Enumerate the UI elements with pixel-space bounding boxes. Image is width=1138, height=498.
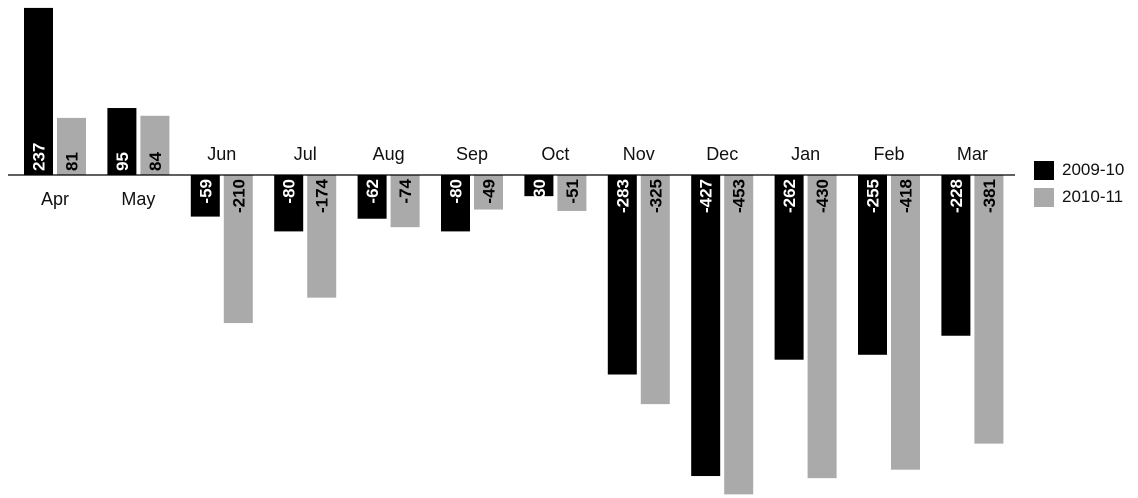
data-label-2009-10-Nov: -283: [613, 179, 632, 213]
bar-2010-11-Apr: [57, 117, 86, 175]
category-label-Mar: Mar: [957, 144, 988, 164]
bar-2010-11-Dec: [724, 175, 754, 495]
data-label-2010-11-Nov: -325: [646, 179, 665, 213]
bar-2009-10-May: [107, 108, 137, 175]
data-label-2009-10-Feb: -255: [864, 179, 883, 213]
data-label-2010-11-Jun: -210: [229, 179, 248, 213]
bar-2009-10-Sep: [441, 175, 470, 232]
bar-2009-10-Aug: [357, 175, 387, 219]
data-label-2010-11-Oct: -51: [563, 179, 582, 204]
bar-2009-10-Jan: [774, 175, 804, 360]
legend-label-2010-11: 2010-11: [1062, 187, 1124, 206]
data-label-2009-10-Jul: -80: [280, 179, 299, 204]
bar-2010-11-Sep: [474, 175, 503, 210]
data-label-2010-11-Aug: -74: [396, 178, 415, 203]
bar-2010-11-Mar: [974, 175, 1004, 444]
data-label-2009-10-Apr: 237: [30, 143, 49, 171]
bars-layer: 237 81 95 84 -59 -210 -80 -174 -62 -74 -80 -49 -30 -5…: [24, 7, 1004, 495]
legend-swatch-2010-11: [1034, 187, 1054, 207]
data-label-2010-11-Sep: -49: [480, 179, 499, 204]
data-label-2009-10-Aug: -62: [363, 179, 382, 204]
bar-2009-10-Dec: [691, 175, 721, 477]
bar-2010-11-Oct: [557, 175, 587, 211]
category-label-Jul: Jul: [294, 144, 317, 164]
bar-2009-10-Jul: [274, 175, 304, 232]
data-label-2010-11-Jul: -174: [313, 178, 332, 213]
data-label-2009-10-Jun: -59: [196, 179, 215, 204]
category-label-Jun: Jun: [207, 144, 236, 164]
category-label-Dec: Dec: [706, 144, 738, 164]
data-label-2010-11-Apr: 81: [63, 152, 82, 171]
bar-2010-11-Aug: [390, 175, 420, 228]
category-label-Aug: Aug: [373, 144, 405, 164]
category-label-Sep: Sep: [456, 144, 488, 164]
category-label-Nov: Nov: [623, 144, 655, 164]
bar-2009-10-Apr: [24, 7, 53, 176]
legend-item-2010-11: 2010-11: [1034, 187, 1124, 207]
bar-2010-11-Jan: [807, 175, 837, 479]
legend-item-2009-10: 2009-10: [1034, 160, 1124, 180]
category-labels: Apr May Jun Jul Aug Sep Oct Nov Dec Jan Feb Mar: [41, 144, 988, 209]
data-label-2009-10-Mar: -228: [947, 179, 966, 213]
category-label-Jan: Jan: [791, 144, 820, 164]
bar-2010-11-Feb: [891, 175, 920, 470]
data-label-2010-11-Feb: -418: [897, 179, 916, 213]
data-label-2009-10-Jan: -262: [780, 179, 799, 213]
legend: 2009-10 2010-11: [1034, 160, 1124, 214]
bar-2009-10-Oct: [524, 175, 554, 197]
legend-label-2009-10: 2009-10: [1062, 160, 1125, 179]
bar-2009-10-Feb: [858, 175, 887, 355]
data-label-2009-10-May: 95: [113, 152, 132, 171]
category-label-May: May: [121, 189, 155, 209]
bar-2010-11-Nov: [640, 175, 670, 405]
data-label-2009-10-Dec: -427: [697, 179, 716, 213]
data-label-2010-11-Mar: -381: [980, 179, 999, 213]
legend-swatch-2009-10: [1034, 160, 1054, 180]
category-label-Apr: Apr: [41, 189, 69, 209]
category-label-Feb: Feb: [873, 144, 904, 164]
bar-2009-10-Jun: [190, 175, 220, 217]
data-label-2010-11-May: 84: [146, 152, 165, 171]
data-label-2010-11-Dec: -453: [730, 179, 749, 213]
data-label-2009-10-Sep: -80: [447, 179, 466, 204]
bar-2009-10-Mar: [941, 175, 971, 336]
bar-2010-11-Jun: [223, 175, 253, 324]
data-label-2010-11-Jan: -430: [813, 179, 832, 213]
bar-2009-10-Nov: [607, 175, 637, 375]
bar-2010-11-Jul: [307, 175, 337, 298]
data-label-2009-10-Oct: -30: [530, 179, 549, 204]
bar-2010-11-May: [140, 115, 170, 175]
category-label-Oct: Oct: [541, 144, 569, 164]
